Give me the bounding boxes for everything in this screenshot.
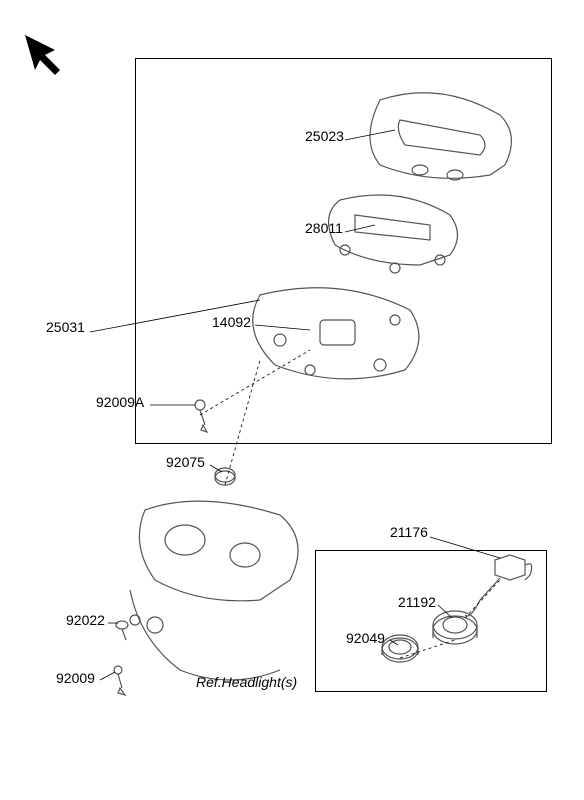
label-21192: 21192 bbox=[398, 594, 436, 610]
label-92049: 92049 bbox=[346, 630, 385, 646]
label-25023: 25023 bbox=[305, 128, 344, 144]
label-25031: 25031 bbox=[46, 319, 85, 335]
label-92022: 92022 bbox=[66, 612, 105, 628]
label-28011: 28011 bbox=[305, 220, 343, 236]
label-92009: 92009 bbox=[56, 670, 95, 686]
label-ref-headlight: Ref.Headlight(s) bbox=[196, 674, 297, 690]
label-14092: 14092 bbox=[212, 314, 251, 330]
label-92009A: 92009A bbox=[96, 394, 144, 410]
label-21176: 21176 bbox=[390, 524, 428, 540]
label-92075: 92075 bbox=[166, 454, 205, 470]
